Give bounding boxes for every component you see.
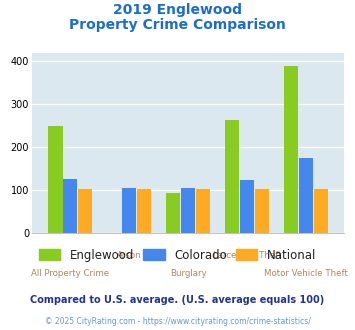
Bar [122, 188, 136, 233]
Bar [255, 189, 269, 233]
Text: Motor Vehicle Theft: Motor Vehicle Theft [264, 269, 348, 278]
Text: All Property Crime: All Property Crime [31, 269, 109, 278]
Bar [314, 189, 328, 233]
Bar [284, 66, 298, 233]
Bar [166, 193, 180, 233]
Bar [78, 189, 92, 233]
Bar [181, 188, 195, 233]
Bar [240, 181, 254, 233]
Text: Compared to U.S. average. (U.S. average equals 100): Compared to U.S. average. (U.S. average … [31, 295, 324, 305]
Legend: Englewood, Colorado, National: Englewood, Colorado, National [34, 244, 321, 266]
Bar [196, 189, 210, 233]
Text: Burglary: Burglary [170, 269, 207, 278]
Bar [48, 126, 62, 233]
Bar [299, 158, 313, 233]
Text: Arson: Arson [117, 251, 142, 260]
Bar [225, 120, 239, 233]
Text: © 2025 CityRating.com - https://www.cityrating.com/crime-statistics/: © 2025 CityRating.com - https://www.city… [45, 317, 310, 326]
Bar [137, 189, 151, 233]
Text: 2019 Englewood: 2019 Englewood [113, 3, 242, 17]
Bar [63, 179, 77, 233]
Text: Larceny & Theft: Larceny & Theft [213, 251, 282, 260]
Text: Property Crime Comparison: Property Crime Comparison [69, 18, 286, 32]
